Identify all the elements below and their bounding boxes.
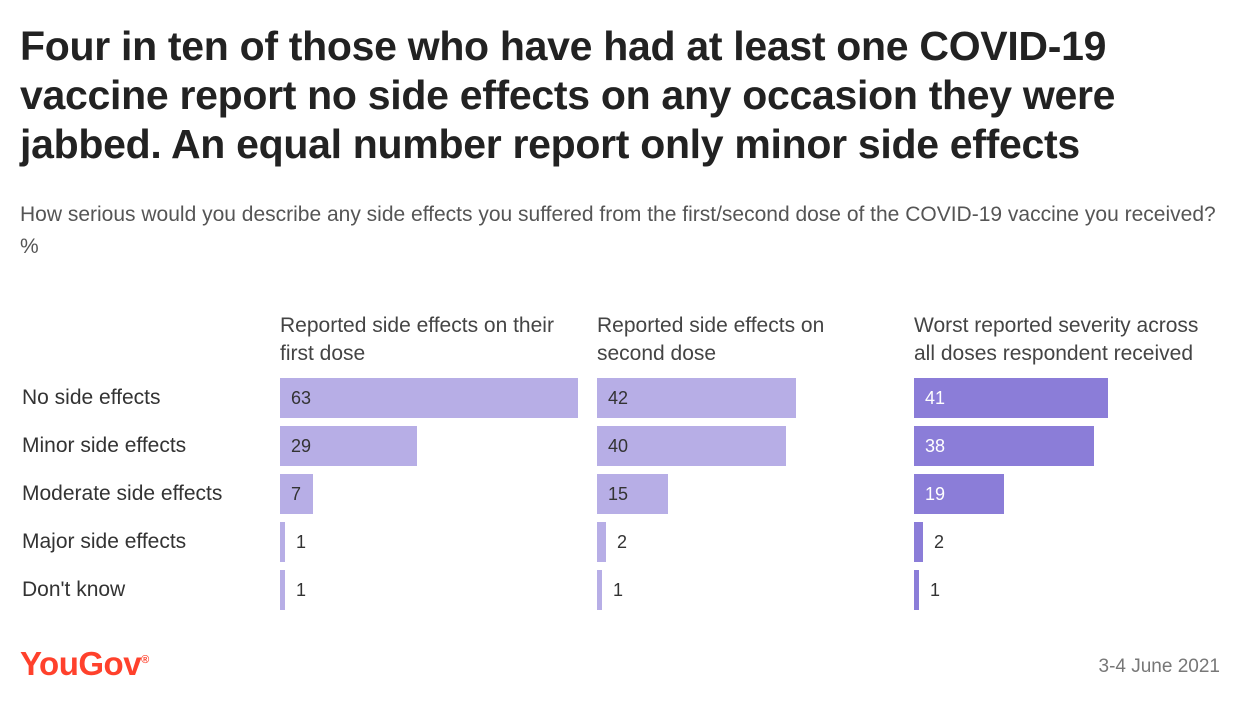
- bar: [597, 474, 668, 514]
- bar-value-label: 1: [296, 580, 307, 600]
- bar-value-label: 2: [617, 532, 628, 552]
- bar: [280, 522, 285, 562]
- bar: [280, 378, 578, 418]
- bar-value-label: 40: [608, 436, 629, 456]
- bar-value-label: 19: [925, 484, 946, 504]
- bar-value-label: 1: [296, 532, 307, 552]
- bar: [280, 570, 285, 610]
- bar-value-label: 63: [291, 388, 312, 408]
- series-header: Worst reported severity across all doses…: [914, 314, 1199, 365]
- bar: [914, 570, 919, 610]
- bar: [597, 426, 786, 466]
- bar-value-label: 15: [608, 484, 629, 504]
- chart-subtitle: How serious would you describe any side …: [20, 203, 1216, 258]
- bar-value-label: 29: [291, 436, 312, 456]
- bar-value-label: 1: [930, 580, 941, 600]
- brand-name: YouGov: [20, 645, 142, 682]
- yougov-logo: YouGov®: [20, 645, 149, 683]
- bar-value-label: 2: [934, 532, 945, 552]
- category-label: Major side effects: [22, 530, 187, 553]
- category-label: Don't know: [22, 578, 126, 601]
- bar: [280, 426, 417, 466]
- bar: [914, 378, 1108, 418]
- bar: [597, 378, 796, 418]
- bar-value-label: 1: [613, 580, 624, 600]
- bar: [914, 426, 1094, 466]
- bar-value-label: 38: [925, 436, 946, 456]
- series-header: Reported side effects on second dose: [597, 314, 825, 365]
- category-label: Minor side effects: [22, 434, 187, 457]
- bar: [914, 474, 1004, 514]
- bar: [914, 522, 923, 562]
- bar: [280, 474, 313, 514]
- survey-date: 3-4 June 2021: [1098, 656, 1221, 677]
- series-header: Reported side effects on their first dos…: [280, 314, 554, 365]
- chart-title: Four in ten of those who have had at lea…: [20, 23, 1116, 167]
- category-label: No side effects: [22, 386, 161, 409]
- category-label: Moderate side effects: [22, 482, 223, 505]
- bar: [597, 522, 606, 562]
- registered-mark: ®: [141, 654, 149, 666]
- bar-value-label: 42: [608, 388, 629, 408]
- bar-value-label: 41: [925, 388, 946, 408]
- bar: [597, 570, 602, 610]
- bar-value-label: 7: [291, 484, 302, 504]
